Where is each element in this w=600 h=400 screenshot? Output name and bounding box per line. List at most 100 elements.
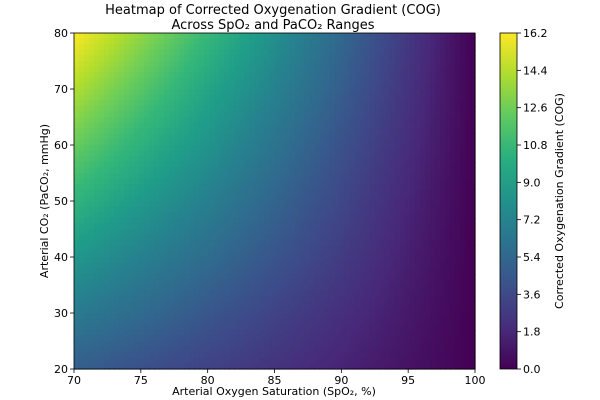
heatmap-cell <box>79 251 85 258</box>
heatmap-cell <box>459 223 466 230</box>
heatmap-cell <box>254 212 261 219</box>
heatmap-cell <box>189 117 195 124</box>
heatmap-cell <box>194 262 200 269</box>
heatmap-cell <box>404 335 411 342</box>
heatmap-cell <box>99 206 105 213</box>
heatmap-cell <box>169 257 175 264</box>
heatmap-cell <box>454 61 461 68</box>
heatmap-cell <box>144 33 150 40</box>
heatmap-cell <box>204 173 210 180</box>
heatmap-cell <box>219 240 225 247</box>
heatmap-cell <box>414 318 421 325</box>
heatmap-cell <box>319 352 326 359</box>
heatmap-cell <box>134 268 140 275</box>
heatmap-cell <box>229 206 235 213</box>
heatmap-cell <box>179 195 185 202</box>
heatmap-cell <box>304 150 311 157</box>
heatmap-cell <box>309 44 316 51</box>
heatmap-cell <box>104 173 110 180</box>
heatmap-cell <box>204 234 210 241</box>
heatmap-cell <box>179 117 185 124</box>
heatmap-cell <box>214 357 220 364</box>
heatmap-cell <box>129 61 135 68</box>
heatmap-cell <box>89 357 95 364</box>
heatmap-cell <box>219 161 225 168</box>
heatmap-cell <box>119 105 125 112</box>
heatmap-cell <box>439 335 446 342</box>
heatmap-cell <box>209 111 215 118</box>
heatmap-cell <box>94 111 100 118</box>
heatmap-cell <box>299 229 306 236</box>
heatmap-cell <box>129 66 135 73</box>
heatmap-cell <box>304 105 311 112</box>
heatmap-cell <box>329 301 336 308</box>
heatmap-cell <box>329 100 336 107</box>
heatmap-cell <box>469 279 476 286</box>
heatmap-cell <box>449 128 456 135</box>
heatmap-cell <box>159 324 165 331</box>
heatmap-cell <box>164 240 170 247</box>
heatmap-cell <box>254 189 261 196</box>
heatmap-cell <box>274 89 281 96</box>
heatmap-cell <box>204 212 210 219</box>
heatmap-cell <box>409 139 416 146</box>
heatmap-cell <box>164 128 170 135</box>
heatmap-cell <box>134 352 140 359</box>
heatmap-cell <box>334 44 341 51</box>
heatmap-cell <box>174 77 180 84</box>
heatmap-cell <box>309 329 316 336</box>
heatmap-cell <box>294 201 301 208</box>
heatmap-cell <box>239 83 246 90</box>
heatmap-cell <box>269 89 276 96</box>
heatmap-cell <box>444 61 451 68</box>
heatmap-cell <box>254 161 261 168</box>
heatmap-cell <box>374 89 381 96</box>
heatmap-cell <box>344 72 351 79</box>
heatmap-cell <box>234 251 241 258</box>
heatmap-cell <box>389 189 396 196</box>
heatmap-cell <box>129 335 135 342</box>
heatmap-cell <box>139 38 145 45</box>
heatmap-cell <box>334 212 341 219</box>
heatmap-cell <box>79 156 85 163</box>
heatmap-cell <box>129 223 135 230</box>
heatmap-cell <box>354 128 361 135</box>
heatmap-cell <box>344 150 351 157</box>
heatmap-cell <box>284 184 291 191</box>
heatmap-cell <box>209 128 215 135</box>
heatmap-cell <box>84 111 90 118</box>
heatmap-cell <box>299 89 306 96</box>
heatmap-cell <box>419 229 426 236</box>
heatmap-cell <box>394 290 401 297</box>
heatmap-cell <box>459 335 466 342</box>
heatmap-cell <box>279 55 286 62</box>
heatmap-cell <box>119 341 125 348</box>
heatmap-cell <box>339 346 346 353</box>
heatmap-cell <box>329 66 336 73</box>
heatmap-cell <box>244 229 251 236</box>
heatmap-cell <box>104 229 110 236</box>
heatmap-cell <box>399 234 406 241</box>
heatmap-cell <box>274 189 281 196</box>
heatmap-cell <box>469 55 476 62</box>
heatmap-cell <box>429 335 436 342</box>
heatmap-cell <box>449 245 456 252</box>
heatmap-cell <box>184 133 190 140</box>
heatmap-cell <box>244 245 251 252</box>
heatmap-cell <box>369 150 376 157</box>
heatmap-cell <box>224 38 230 45</box>
heatmap-cell <box>114 122 120 129</box>
heatmap-cell <box>139 61 145 68</box>
heatmap-cell <box>224 161 230 168</box>
heatmap-cell <box>434 150 441 157</box>
heatmap-cell <box>144 150 150 157</box>
heatmap-cell <box>359 329 366 336</box>
heatmap-cell <box>189 217 195 224</box>
heatmap-cell <box>84 49 90 56</box>
heatmap-cell <box>459 133 466 140</box>
heatmap-cell <box>449 217 456 224</box>
heatmap-cell <box>214 156 220 163</box>
heatmap-cell <box>99 139 105 146</box>
heatmap-cell <box>454 290 461 297</box>
heatmap-cell <box>199 324 205 331</box>
